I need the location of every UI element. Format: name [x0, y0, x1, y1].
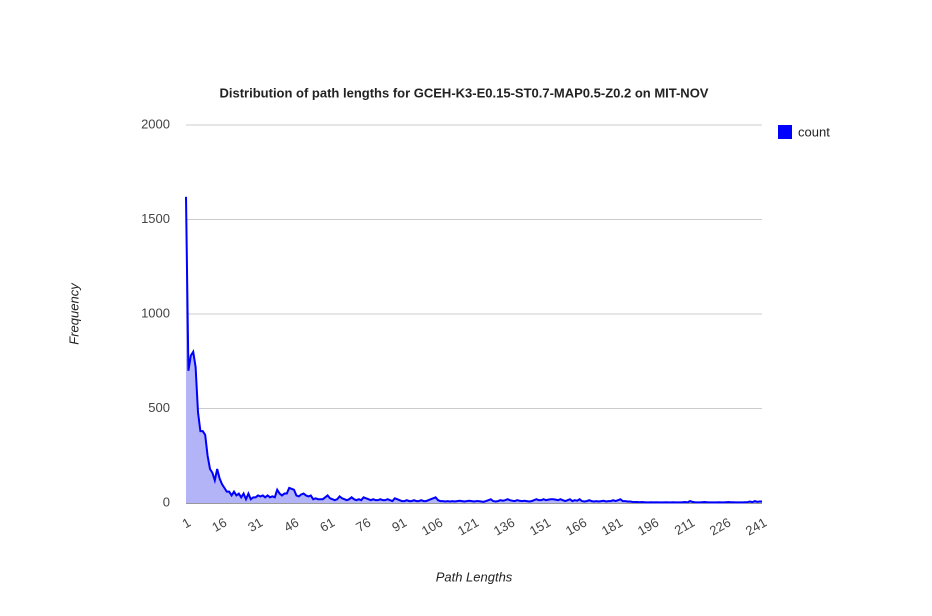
x-tick-label: 136 — [491, 515, 517, 539]
x-tick-label: 151 — [527, 515, 553, 539]
x-tick-label: 196 — [635, 515, 661, 539]
legend-swatch — [778, 125, 792, 139]
x-tick-label: 91 — [389, 515, 409, 535]
legend-label: count — [798, 124, 830, 139]
x-axis-label: Path Lengths — [436, 569, 513, 584]
y-axis-label: Frequency — [66, 282, 81, 345]
line — [185, 196, 762, 504]
x-tick-label: 211 — [672, 515, 697, 538]
x-tick-label: 181 — [599, 515, 625, 539]
x-tick-label: 46 — [281, 515, 301, 535]
y-tick-label: 2000 — [141, 116, 170, 131]
area — [186, 196, 762, 503]
x-tick-label: 106 — [419, 515, 445, 539]
x-tick-label: 241 — [743, 515, 769, 539]
y-tick-label: 1000 — [141, 305, 170, 320]
y-tick-label: 500 — [148, 400, 170, 415]
chart-title: Distribution of path lengths for GCEH-K3… — [220, 85, 709, 100]
x-tick-label: 1 — [179, 515, 193, 532]
x-tick-label: 31 — [245, 515, 265, 535]
y-tick-label: 0 — [163, 494, 170, 509]
y-tick-label: 1500 — [141, 211, 170, 226]
x-tick-label: 61 — [317, 515, 337, 535]
x-tick-label: 121 — [455, 515, 481, 539]
x-tick-label: 76 — [353, 515, 373, 535]
x-tick-label: 226 — [707, 515, 733, 539]
x-tick-label: 16 — [209, 515, 229, 535]
x-tick-label: 166 — [563, 515, 589, 539]
